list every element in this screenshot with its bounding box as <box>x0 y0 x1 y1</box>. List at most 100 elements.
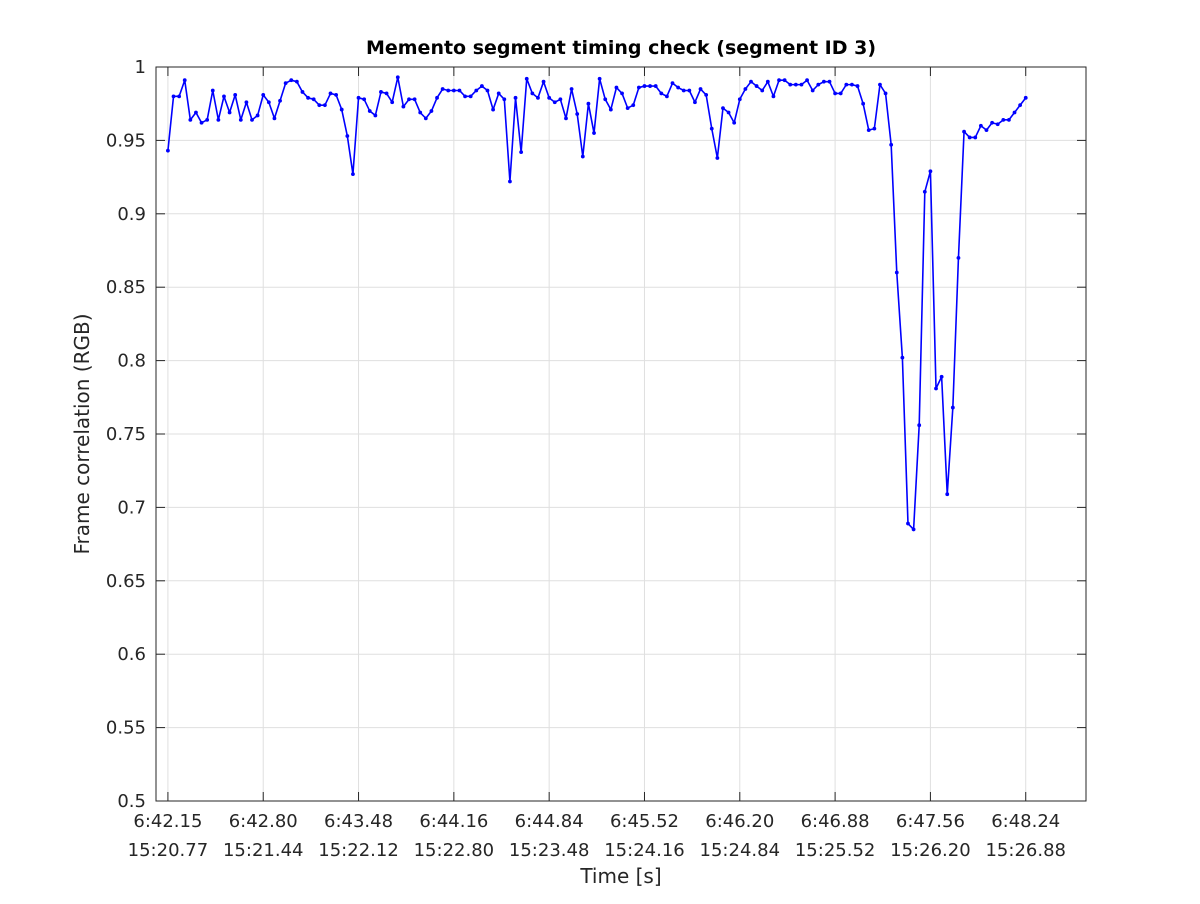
x-tick-label-secondary: 15:26.88 <box>985 840 1066 861</box>
data-point <box>491 107 495 112</box>
series <box>166 75 1028 532</box>
x-tick-label-secondary: 15:24.16 <box>604 840 685 861</box>
data-point <box>356 95 361 100</box>
data-point <box>625 106 630 110</box>
x-tick-label-secondary: 15:24.84 <box>700 840 781 861</box>
data-point <box>317 103 322 108</box>
data-point <box>676 85 681 90</box>
data-point <box>861 101 866 106</box>
data-point <box>670 81 675 86</box>
data-point <box>401 104 406 109</box>
chart-title: Memento segment timing check (segment ID… <box>366 37 876 59</box>
y-tick-label: 0.65 <box>106 571 146 592</box>
data-point <box>468 94 473 99</box>
data-point <box>283 81 288 86</box>
data-point <box>838 91 843 96</box>
x-tick-label: 6:42.15 <box>133 811 202 832</box>
data-point <box>345 134 350 138</box>
data-point <box>653 84 658 88</box>
data-point <box>973 135 978 140</box>
data-point <box>978 123 983 128</box>
data-point <box>984 128 989 133</box>
data-point <box>323 103 327 108</box>
data-point <box>418 110 423 115</box>
data-point <box>805 78 809 83</box>
data-point <box>945 492 950 497</box>
data-point <box>883 91 888 96</box>
data-point <box>238 117 243 122</box>
data-point <box>261 92 266 97</box>
data-point <box>255 113 260 118</box>
data-point <box>547 95 552 100</box>
data-point <box>289 78 294 83</box>
data-point <box>799 82 804 87</box>
data-point <box>608 107 613 112</box>
data-point <box>726 110 731 115</box>
x-tick-label-secondary: 15:21.44 <box>223 840 304 861</box>
data-point <box>379 90 383 94</box>
data-point <box>777 78 781 83</box>
x-tick-label-secondary: 15:22.12 <box>318 840 399 861</box>
data-point <box>362 97 367 102</box>
data-point <box>782 78 787 83</box>
data-point <box>479 84 484 88</box>
data-point <box>788 82 793 87</box>
data-point <box>435 95 439 100</box>
y-tick-label: 0.95 <box>106 130 146 151</box>
data-point <box>793 82 798 87</box>
data-point <box>166 148 170 153</box>
data-point <box>339 107 344 112</box>
data-point <box>171 94 176 99</box>
data-point <box>754 84 759 88</box>
data-point <box>1001 117 1006 122</box>
data-point <box>950 405 955 410</box>
data-point <box>519 150 524 155</box>
data-point <box>648 84 652 88</box>
data-point <box>659 91 664 96</box>
data-point <box>922 189 927 194</box>
data-point <box>390 100 395 105</box>
data-point <box>1007 117 1011 122</box>
x-tick-label: 6:44.84 <box>515 811 584 832</box>
data-point <box>423 116 428 121</box>
data-point <box>962 129 966 134</box>
series-line <box>167 76 1027 531</box>
data-point <box>1023 95 1028 100</box>
data-point <box>575 112 580 116</box>
data-point <box>227 110 232 115</box>
data-point <box>1012 110 1017 115</box>
data-point <box>721 106 725 110</box>
x-tick-label: 6:46.88 <box>801 811 870 832</box>
data-point <box>474 88 479 93</box>
data-point <box>771 94 776 99</box>
data-point <box>395 75 400 80</box>
data-point <box>850 82 854 87</box>
data-point <box>199 120 204 125</box>
data-point <box>407 97 411 102</box>
x-tick-label-secondary: 15:26.20 <box>890 840 971 861</box>
data-point <box>1018 103 1023 108</box>
data-point <box>541 79 546 84</box>
data-point <box>513 95 518 100</box>
x-tick-label: 6:42.80 <box>229 811 298 832</box>
data-point <box>934 386 938 391</box>
data-point <box>827 79 832 84</box>
ticks: 6:42.15 15:20.77 6:42.80 15:21.44 6:43.48 15:… <box>106 57 1086 861</box>
data-point <box>367 109 372 113</box>
data-point <box>463 94 467 99</box>
data-point <box>749 79 753 84</box>
data-point <box>412 97 417 102</box>
data-point <box>250 117 254 122</box>
data-point <box>210 88 215 93</box>
data-point <box>760 88 765 93</box>
data-point <box>631 103 636 108</box>
x-tick-label: 6:45.52 <box>610 811 679 832</box>
data-point <box>457 88 462 93</box>
x-tick-label: 6:48.24 <box>991 811 1060 832</box>
data-point <box>485 88 490 93</box>
data-point <box>810 88 815 93</box>
grid <box>156 66 1086 802</box>
data-point <box>900 355 905 360</box>
data-point <box>928 169 933 174</box>
data-point <box>642 84 647 88</box>
